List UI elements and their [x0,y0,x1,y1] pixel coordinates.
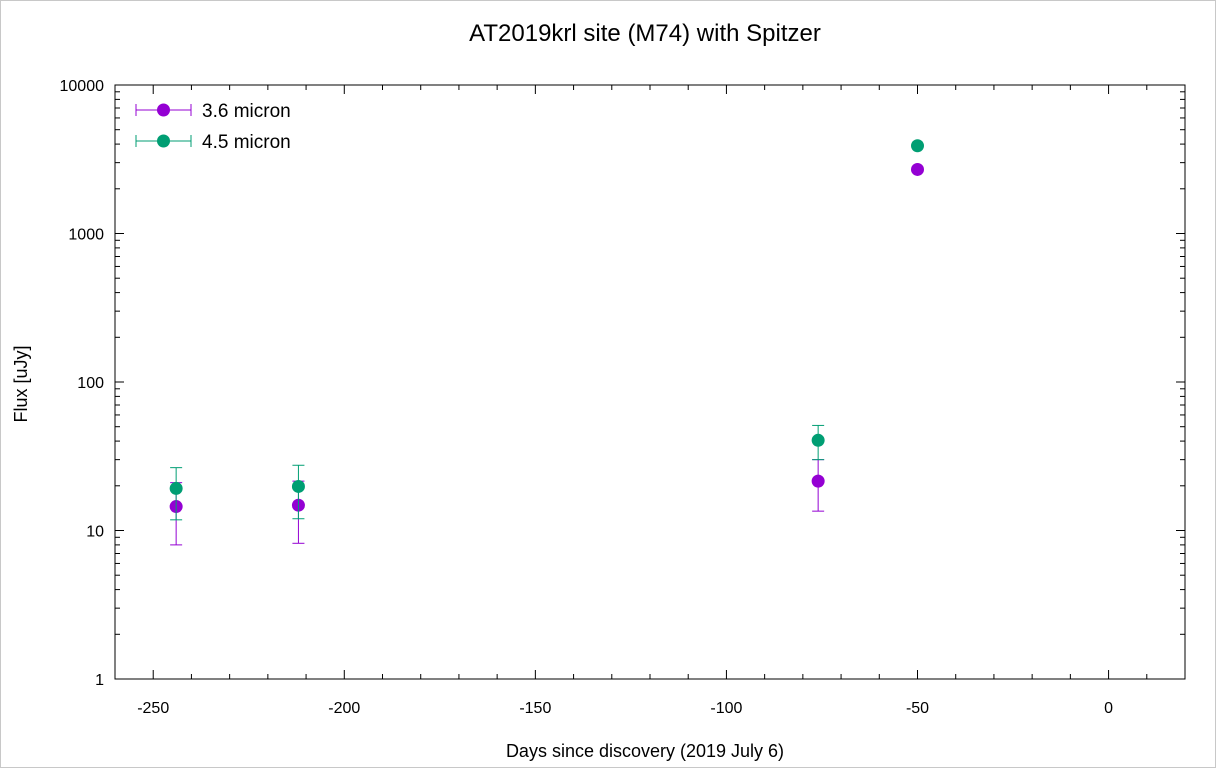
y-axis-label: Flux [uJy] [11,345,31,422]
axis-ticks: -250 -200 -150 -100 -50 0 1 10 100 1000 10000 [60,78,1186,717]
x-tick-label: -200 [328,700,360,717]
legend: 3.6 micron 4.5 micron [135,101,291,153]
legend-marker [157,103,170,117]
data-point [811,474,825,488]
legend-item-2: 4.5 micron [135,132,291,153]
series-2 [169,139,924,521]
y-tick-label: 100 [77,375,104,392]
x-axis-label: Days since discovery (2019 July 6) [506,741,784,761]
y-tick-label: 1 [95,672,104,689]
series-1 [169,162,924,546]
data-point [169,481,183,495]
data-marks [169,139,924,546]
y-tick-label: 10000 [60,78,105,95]
plot-border [114,84,1186,680]
x-tick-label: -250 [137,700,169,717]
x-tick-label: -150 [519,700,551,717]
legend-marker [157,134,170,148]
legend-label: 4.5 micron [202,132,291,153]
data-point [911,162,924,176]
legend-item-1: 3.6 micron [135,101,291,122]
y-tick-label: 10 [86,524,104,541]
legend-label: 3.6 micron [202,101,291,122]
data-point [291,479,305,493]
chart-title: AT2019krl site (M74) with Spitzer [469,20,821,47]
y-tick-label: 1000 [68,227,104,244]
x-tick-label: -100 [710,700,742,717]
data-point [911,139,924,153]
x-tick-label: 0 [1104,700,1113,717]
x-tick-label: -50 [906,700,929,717]
data-point [811,433,825,447]
